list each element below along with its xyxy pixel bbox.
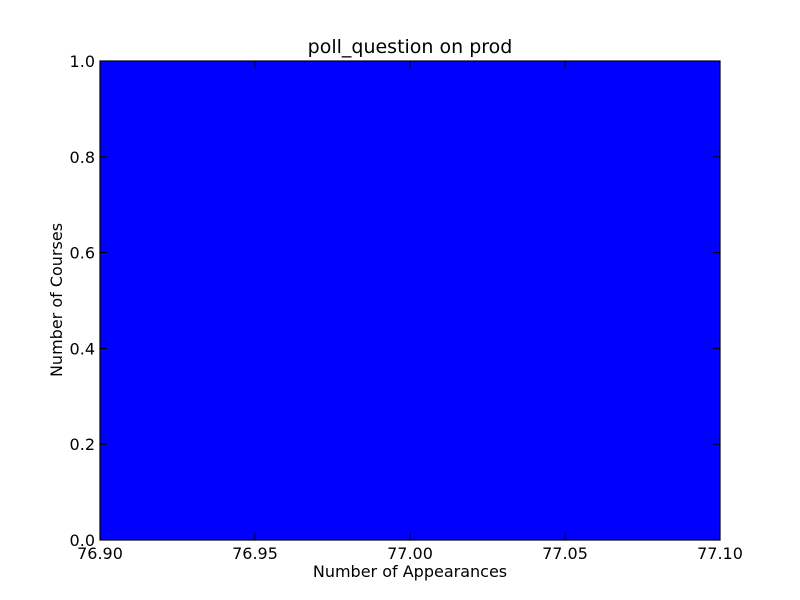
y-tick-label: 0.6 [70, 244, 95, 263]
ticks-layer: 76.90 76.95 77.00 77.05 77.10 0.0 0.2 0.4 0.6 0.8… [70, 52, 743, 563]
y-tick-label: 0.0 [70, 531, 95, 550]
chart-title: poll_question on prod [308, 36, 513, 58]
x-axis-label: Number of Appearances [313, 562, 507, 581]
x-tick-label: 76.90 [77, 544, 123, 563]
bar-0 [100, 61, 720, 540]
x-tick-label: 77.05 [542, 544, 588, 563]
y-axis-label: Number of Courses [47, 223, 66, 377]
x-tick-label: 77.00 [387, 544, 433, 563]
y-tick-label: 0.4 [70, 339, 95, 358]
y-tick-label: 1.0 [70, 52, 95, 71]
bars-layer [100, 61, 720, 540]
x-tick-label: 77.10 [697, 544, 743, 563]
x-tick-label: 76.95 [232, 544, 278, 563]
y-tick-label: 0.2 [70, 435, 95, 454]
y-tick-label: 0.8 [70, 148, 95, 167]
